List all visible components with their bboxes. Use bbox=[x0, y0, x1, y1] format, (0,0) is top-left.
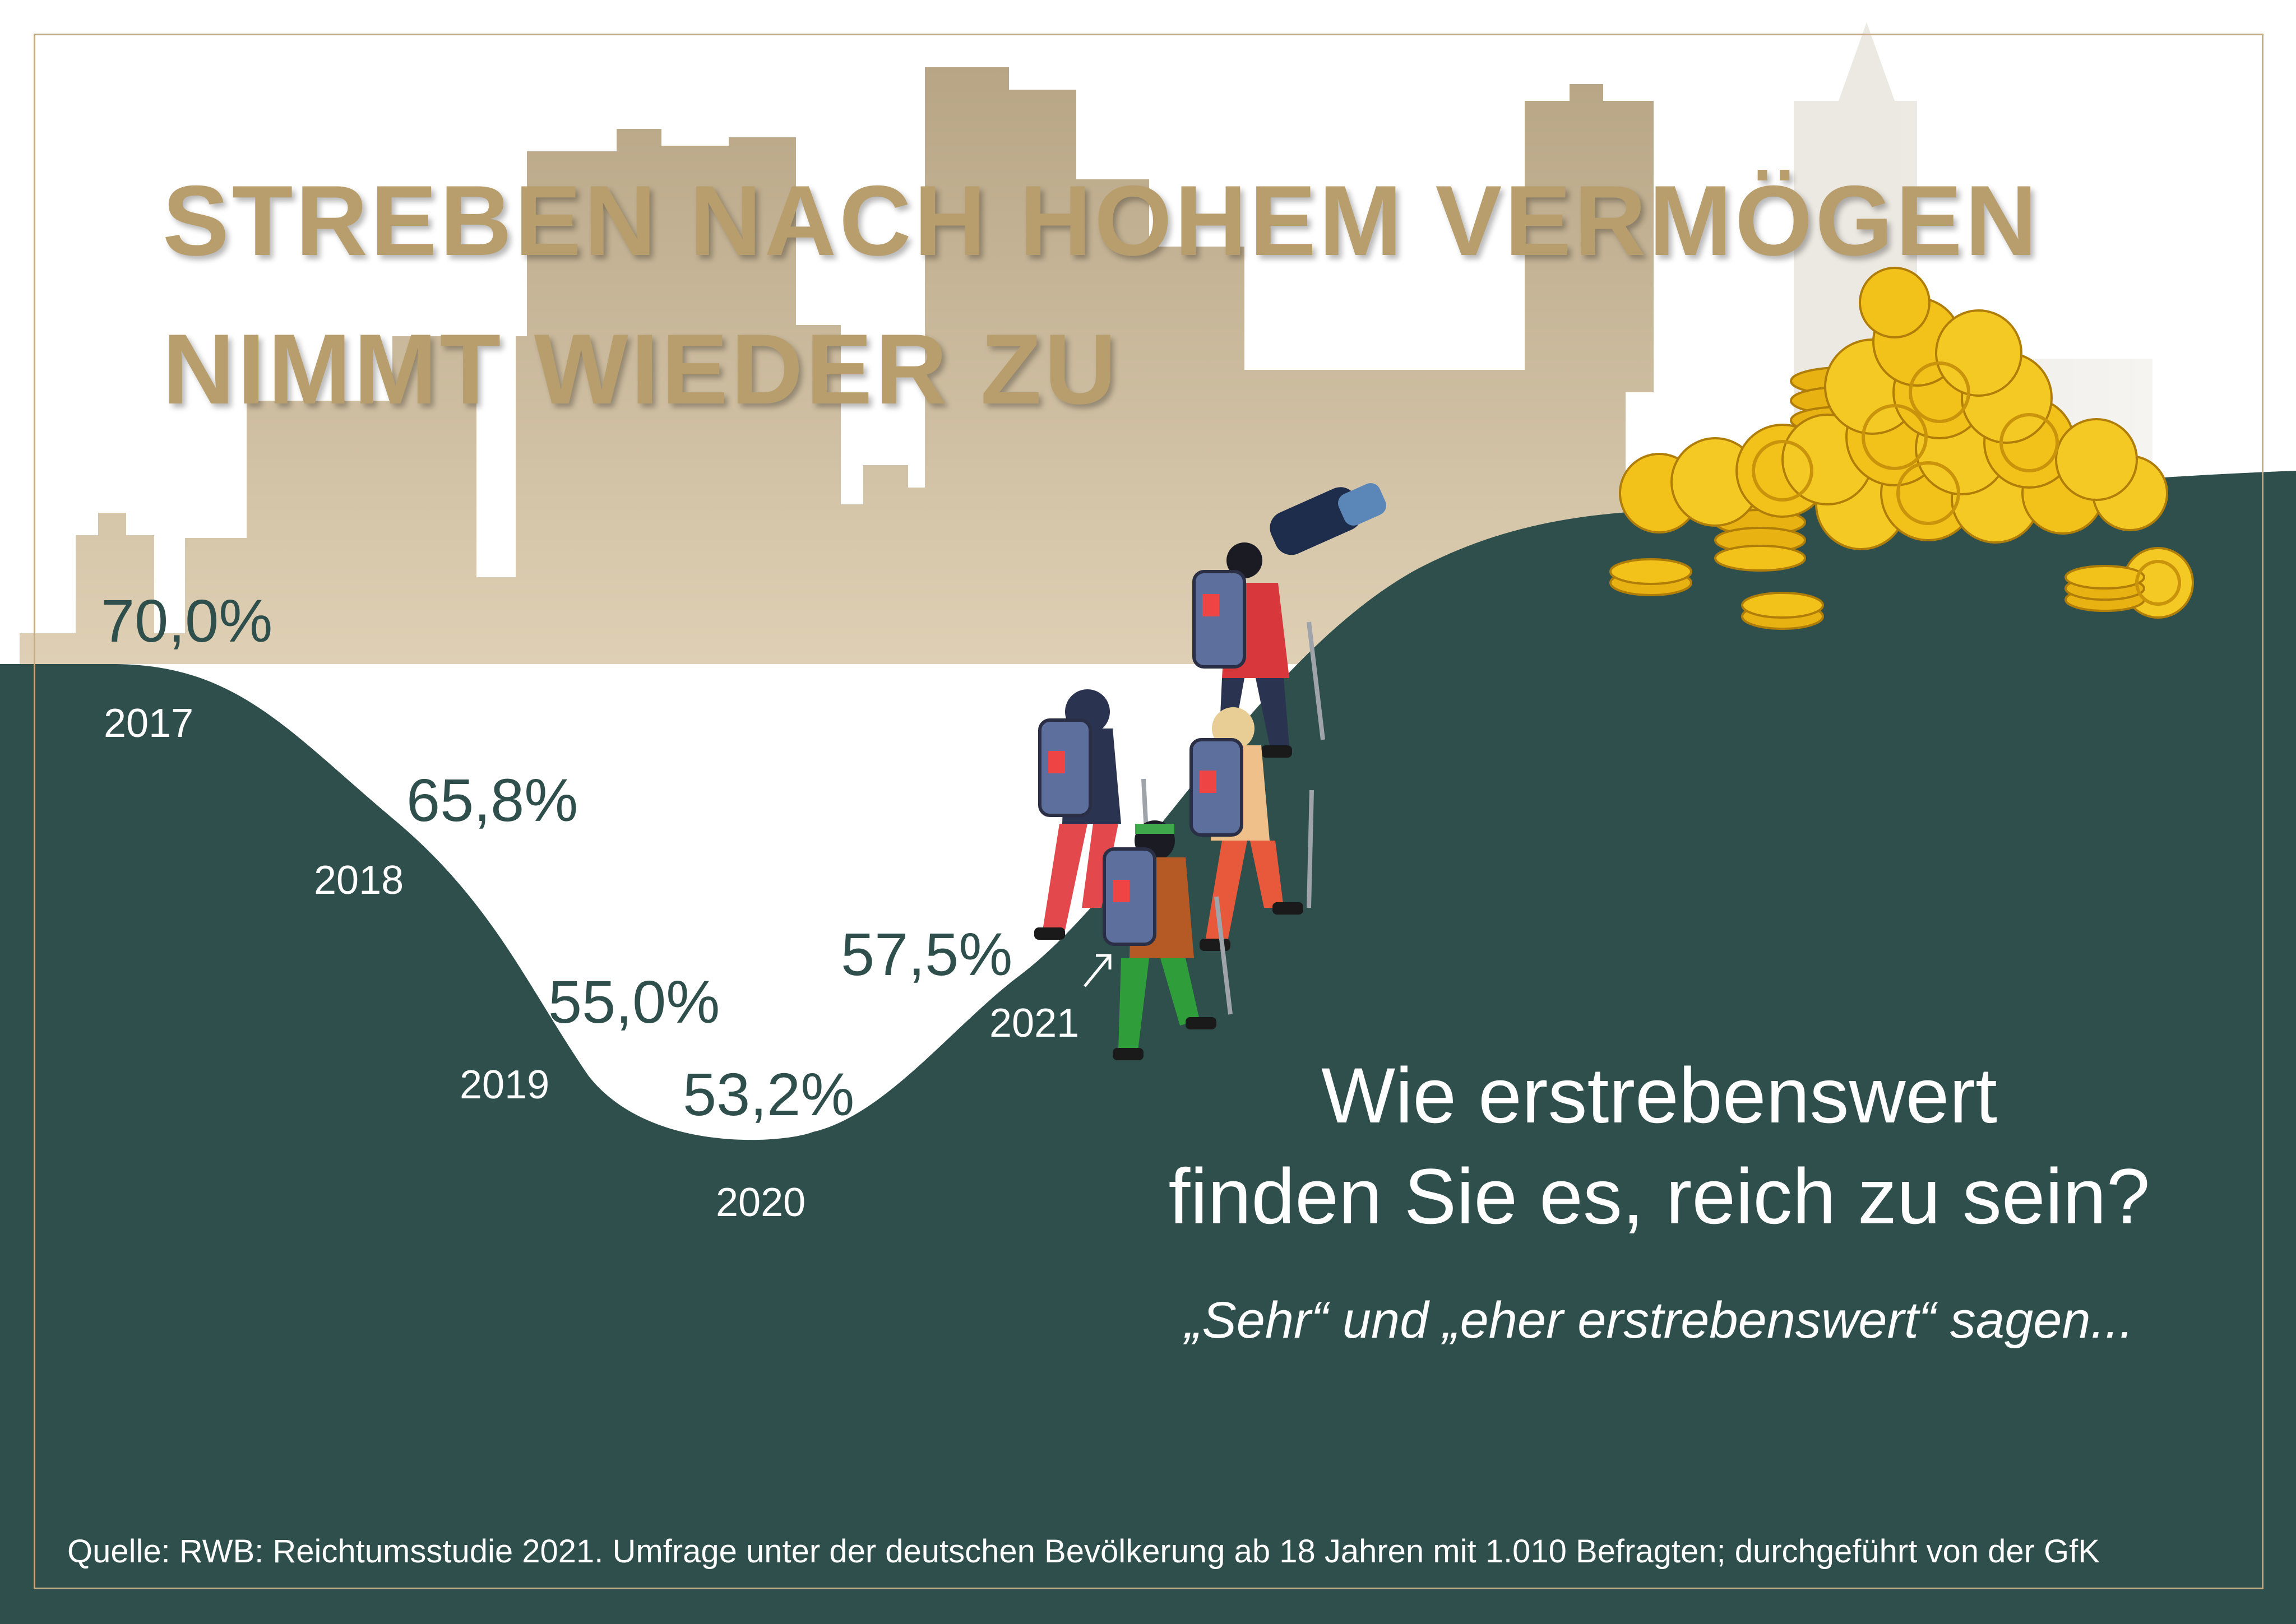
hiker-front bbox=[1103, 820, 1233, 1060]
value-label-2021: 57,5% bbox=[841, 920, 1012, 988]
hiker-telescope bbox=[1192, 483, 1386, 758]
year-label-2019: 2019 bbox=[460, 1062, 549, 1107]
value-label-2018: 65,8% bbox=[406, 766, 578, 834]
chart-labels: 70,0% 2017 65,8%2018 55,0% 2019 53,2% 2020 57,5… bbox=[101, 587, 1079, 1225]
question-line-1: Wie erstrebenswert bbox=[1321, 1051, 1997, 1139]
coin-pile-icon bbox=[1609, 267, 2194, 630]
title-line-1: STREBEN NACH HOHEM VERMÖGEN bbox=[163, 165, 2040, 276]
question-subtext: „Sehr“ und „eher erstrebenswert“ sagen..… bbox=[1184, 1292, 2134, 1349]
hiker-left bbox=[1034, 689, 1151, 940]
year-label-2017: 2017 bbox=[104, 701, 193, 746]
hiker-right bbox=[1189, 707, 1314, 951]
hikers-icon bbox=[1034, 483, 1386, 1060]
year-label-2021: 2021 bbox=[989, 1001, 1079, 1046]
arrow-icon bbox=[1084, 954, 1112, 987]
value-label-2020: 53,2% bbox=[683, 1060, 854, 1128]
value-label-2017: 70,0% bbox=[101, 587, 272, 655]
chart-area bbox=[0, 471, 2296, 1624]
year-label-2018: 2018 bbox=[314, 858, 404, 903]
year-label-2020: 2020 bbox=[716, 1180, 806, 1225]
value-label-2019: 55,0% bbox=[548, 968, 720, 1036]
source-note: Quelle: RWB: Reichtumsstudie 2021. Umfra… bbox=[67, 1533, 2100, 1570]
title-line-2: NIMMT WIEDER ZU bbox=[163, 313, 1119, 425]
question-line-2: finden Sie es, reich zu sein? bbox=[1168, 1152, 2150, 1240]
